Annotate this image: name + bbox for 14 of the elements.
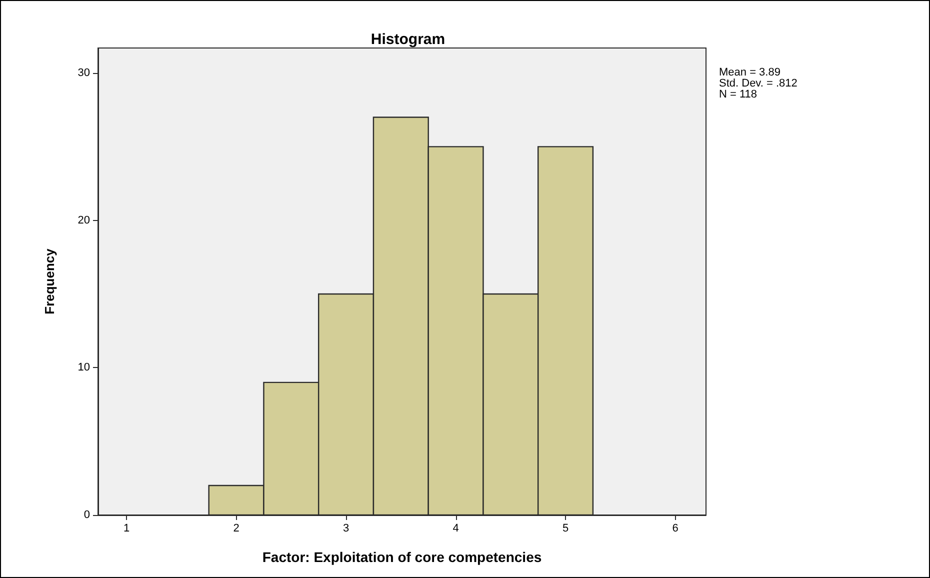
y-tick-label: 0	[84, 509, 90, 521]
y-tick-label: 10	[78, 362, 90, 374]
y-tick-label: 30	[78, 67, 90, 80]
text: Mean = 3.89 Std. Dev. = .812 N = 118	[719, 66, 798, 100]
chart-title: Histogram	[370, 31, 446, 48]
x-tick-label: 4	[452, 522, 459, 534]
x-tick-label: 3	[342, 522, 350, 534]
x-axis-title: Factor: Exploitation of core competencies	[262, 549, 542, 565]
y-axis-title: Frequency	[42, 248, 57, 314]
x-tick-label: 2	[233, 522, 240, 534]
y-tick-label: 20	[78, 214, 90, 226]
x-tick-label: 1	[123, 522, 130, 534]
x-tick-label: 6	[672, 522, 678, 534]
x-tick-label: 5	[562, 522, 569, 534]
